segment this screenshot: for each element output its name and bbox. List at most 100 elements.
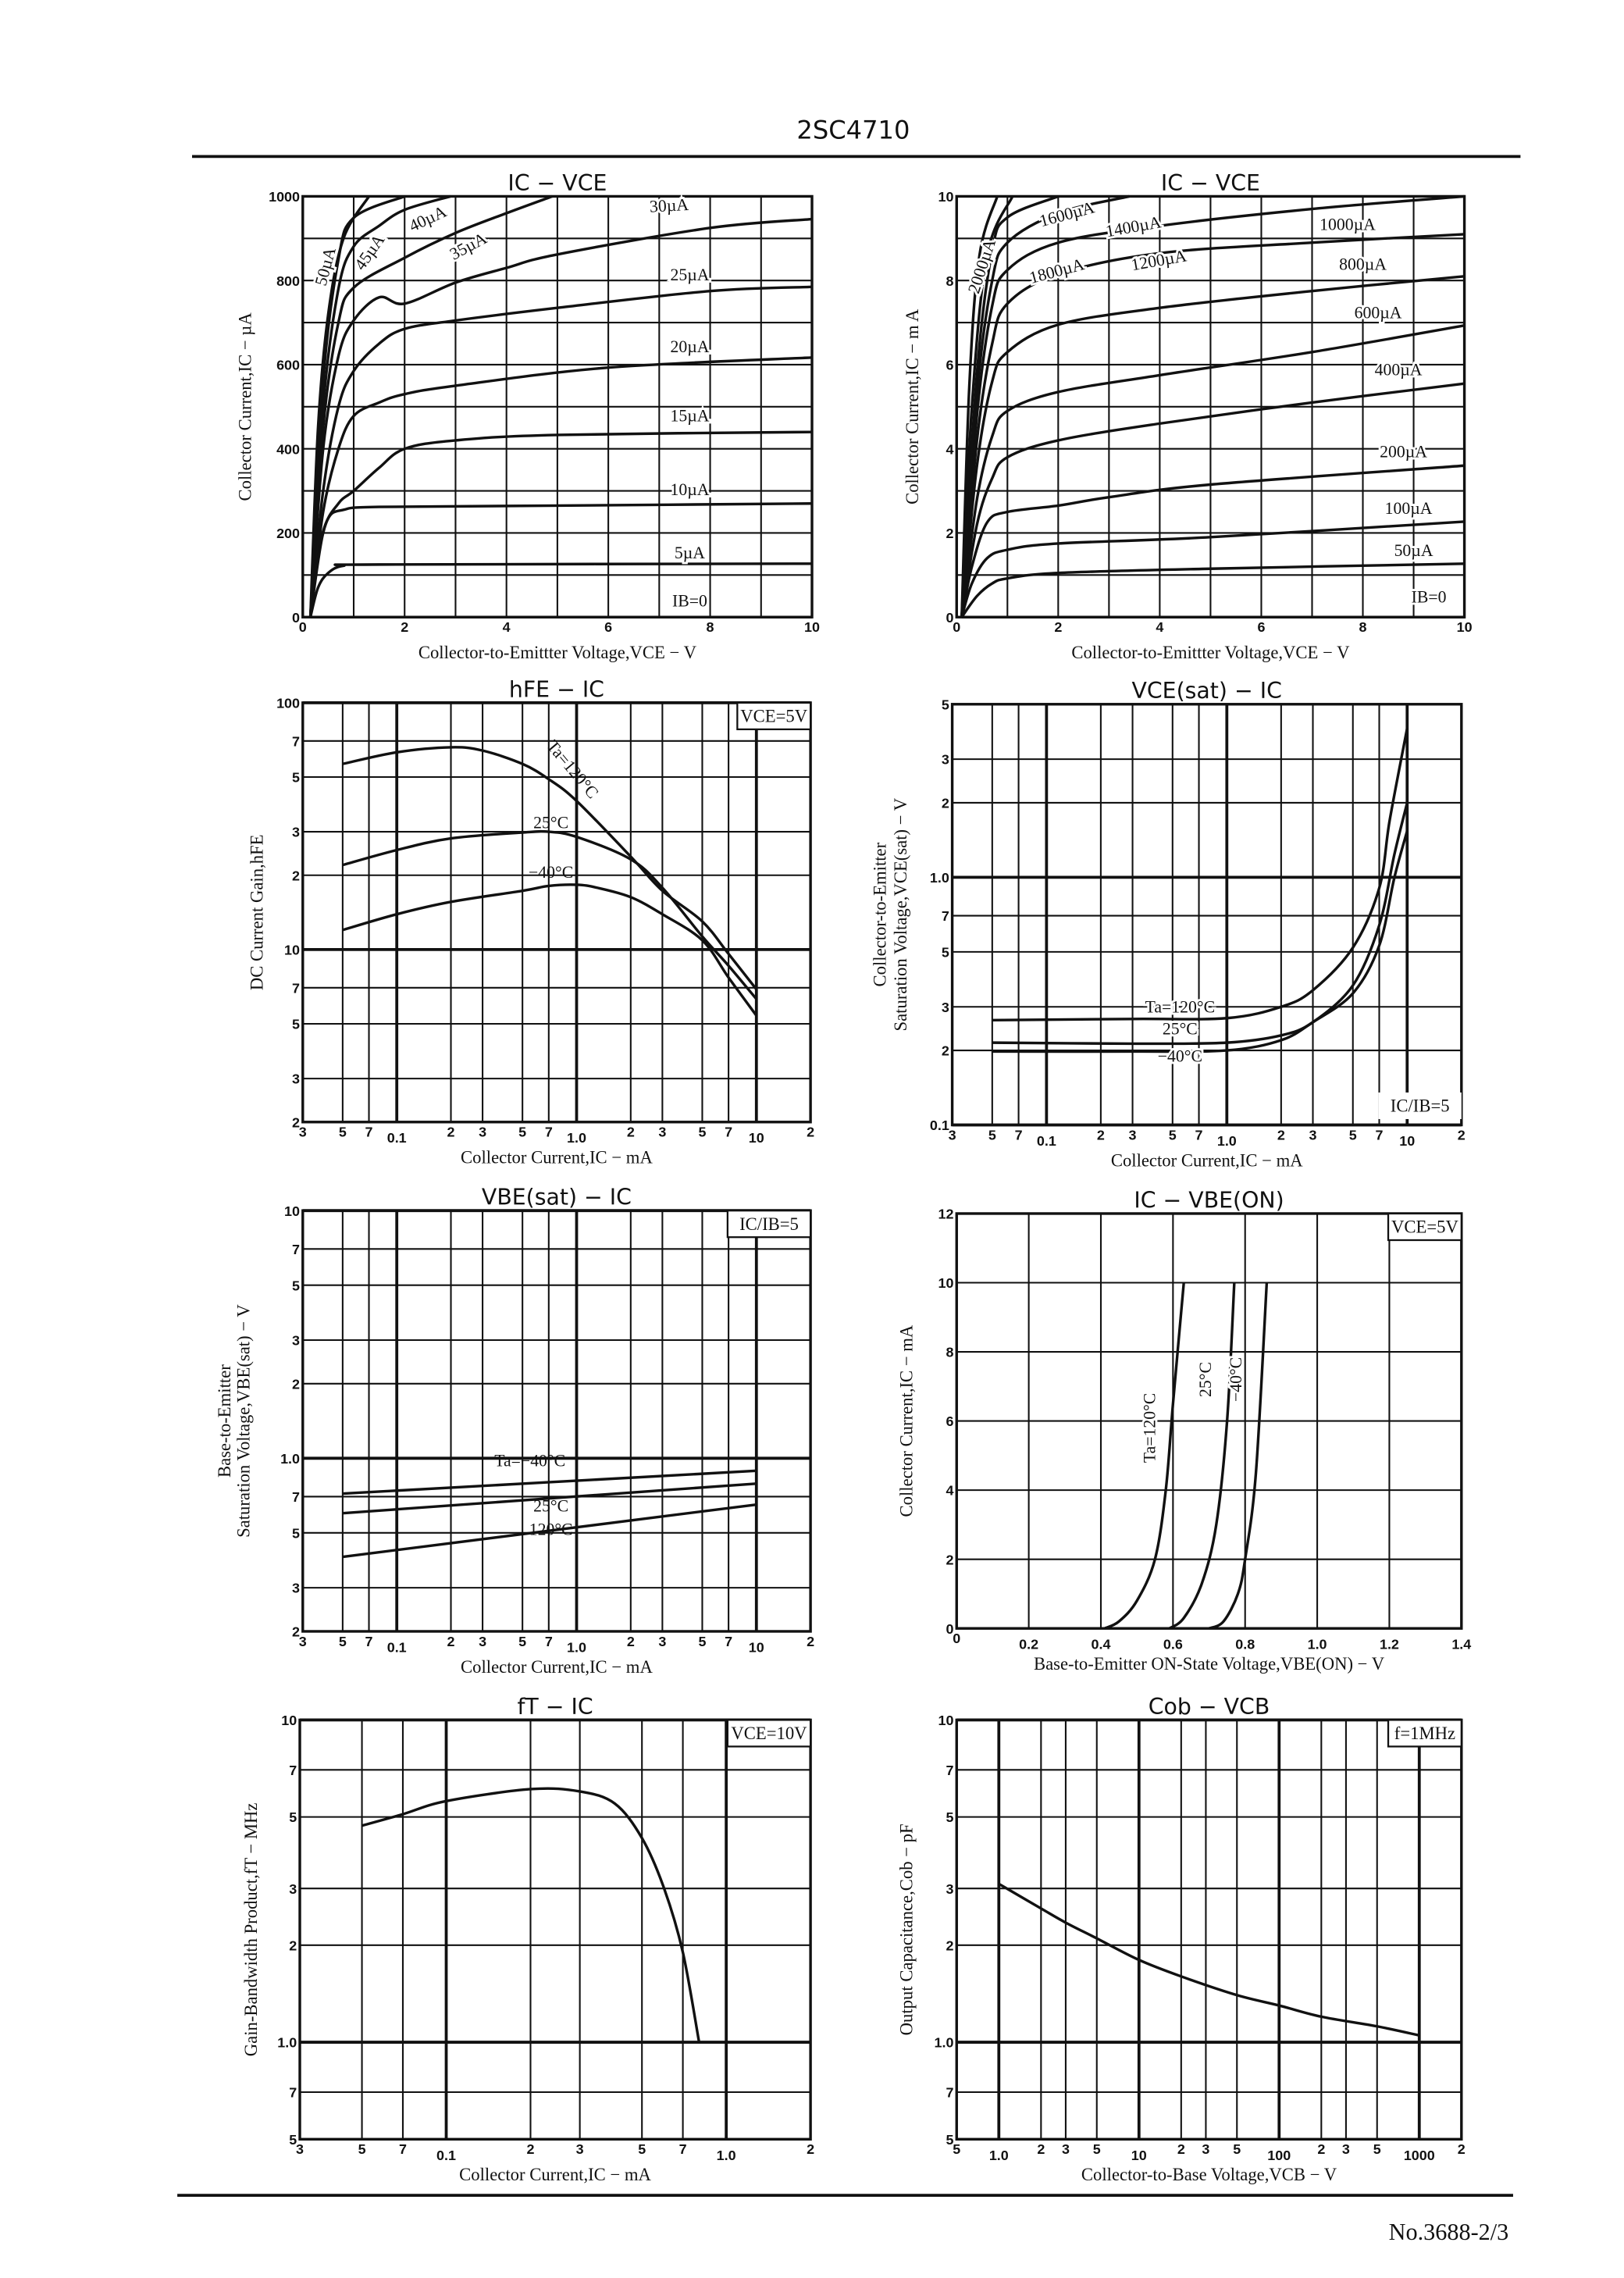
x-tick-label: 5 — [1373, 2141, 1381, 2157]
series-curve — [960, 520, 1465, 618]
x-tick-label: 7 — [399, 2141, 407, 2157]
condition-text: IC/IB=5 — [739, 1214, 799, 1234]
x-axis-label: Collector-to-Base Voltage,VCB − V — [1081, 2165, 1337, 2184]
series-label: −40°C — [529, 863, 573, 882]
x-tick-label: 0 — [953, 1631, 960, 1646]
y-tick-label: 600 — [276, 358, 300, 373]
y-axis-label: Collector Current,IC − mA — [897, 1324, 917, 1517]
x-tick-label: 3 — [576, 2141, 584, 2157]
y-tick-label: 2 — [946, 1552, 954, 1567]
x-tick-label: 10 — [1399, 1133, 1415, 1149]
condition-box — [1378, 1092, 1462, 1119]
y-tick-label: 4 — [946, 441, 954, 457]
y-tick-label: 5 — [946, 2132, 954, 2148]
x-tick-label: 6 — [1257, 619, 1265, 635]
series-curve — [308, 217, 813, 618]
x-tick-label: 0.1 — [1037, 1133, 1056, 1149]
chart-title: VBE(sat) − IC — [482, 1185, 632, 1210]
y-tick-label: 400 — [276, 441, 300, 457]
series-label: 400µA — [1375, 360, 1423, 379]
series-label: 25°C — [1196, 1362, 1215, 1397]
series-curve — [1168, 1282, 1236, 1630]
series-label: 120°C — [529, 1520, 573, 1539]
chart-4: VCE(sat) − IC 3 5 7 0.1 2 3 5 7 1.0 2 3 5 7 10 2 5 3 2 1.0 7… — [871, 678, 1466, 1170]
x-tick-label: 2 — [526, 2141, 534, 2157]
y-tick-label: 0 — [946, 610, 954, 626]
series-curve — [342, 1482, 757, 1515]
x-tick-label: 2 — [627, 1125, 635, 1140]
y-axis-label: Collector-to-Emitter — [871, 842, 890, 986]
x-tick-label: 5 — [339, 1125, 347, 1140]
series-curve — [998, 1882, 1420, 2037]
x-tick-label: 2 — [447, 1125, 455, 1140]
series-label: 100µA — [1385, 499, 1433, 518]
x-tick-label: 0 — [299, 619, 307, 635]
x-tick-label: 7 — [365, 1634, 373, 1649]
x-tick-label: 2 — [1097, 1127, 1105, 1143]
x-tick-label: 0.4 — [1092, 1637, 1111, 1652]
y-tick-label: 3 — [942, 752, 949, 768]
chart-5: VBE(sat) − IC3 5 7 0.1 2 3 5 7 1.0 2 3 5 7 10 21075321… — [215, 1185, 814, 1677]
x-tick-label: 10 — [1131, 2148, 1147, 2163]
x-tick-label: 3 — [1342, 2141, 1350, 2157]
y-tick-label: 200 — [276, 526, 300, 541]
x-tick-label: 1.0 — [567, 1639, 586, 1655]
y-tick-label: 5 — [942, 697, 949, 712]
x-tick-label: 8 — [1359, 619, 1367, 635]
y-tick-label: 2 — [942, 796, 949, 811]
series-label: −40°C — [1158, 1047, 1202, 1066]
x-tick-label: 3 — [479, 1634, 486, 1649]
series-curve — [1208, 1282, 1269, 1630]
series-label: 25°C — [1163, 1020, 1198, 1039]
y-tick-label: 8 — [946, 273, 954, 289]
y-tick-label: 3 — [942, 1000, 949, 1015]
x-tick-label: 7 — [1376, 1127, 1384, 1143]
series-label: Ta=120°C — [1145, 997, 1215, 1016]
chart-title: hFE − IC — [509, 676, 604, 702]
y-tick-label: 10 — [938, 189, 954, 205]
x-tick-label: 2 — [1317, 2141, 1325, 2157]
series-label: Ta=120°C — [543, 736, 602, 802]
condition-box — [726, 1719, 812, 1748]
chart-2: IC − VCE 0 2 4 6 8 10 0 2 4 6 8 10 Collector-to-Emitt… — [903, 170, 1472, 662]
condition-text: VCE=10V — [731, 1724, 807, 1743]
series-label: 15µA — [670, 407, 709, 426]
series-label: IB=0 — [1412, 587, 1447, 606]
y-tick-label: 5 — [289, 2132, 297, 2148]
y-tick-label: 5 — [292, 1017, 300, 1032]
x-tick-label: 3 — [296, 2141, 304, 2157]
y-tick-label: 4 — [946, 1483, 954, 1499]
x-axis-label: Collector-to-Emittter Voltage,VCE − V — [418, 643, 697, 662]
chart-8: Cob − VCB 5 1.0 2 3 5 10 2 3 5 100 2 3 5 1000 2 10 7 5 3 2 1.… — [897, 1694, 1466, 2184]
x-axis-label: Collector Current,IC − mA — [461, 1148, 653, 1168]
y-tick-label: 3 — [946, 1881, 954, 1897]
series-curve — [992, 830, 1409, 1053]
plot-frame — [955, 1718, 1463, 2141]
series-label: IB=0 — [672, 592, 707, 611]
series-label: 50µA — [1394, 541, 1433, 560]
y-tick-label: 6 — [946, 358, 954, 373]
y-axis-label: Saturation Voltage,VBE(sat) − V — [234, 1304, 254, 1538]
y-tick-label: 8 — [946, 1345, 954, 1360]
condition-box — [1387, 1719, 1462, 1748]
y-axis-label: Gain-Bandwidth Product,fT − MHz — [241, 1802, 261, 2056]
y-tick-label: 10 — [281, 1713, 297, 1728]
chart-title: VCE(sat) − IC — [1132, 678, 1282, 704]
x-tick-label: 2 — [1177, 2141, 1185, 2157]
series-label: 10µA — [670, 480, 709, 499]
y-tick-label: 2 — [292, 1624, 300, 1640]
condition-text: VCE=5V — [740, 706, 807, 725]
x-tick-label: 7 — [679, 2141, 687, 2157]
y-tick-label: 5 — [289, 1809, 297, 1825]
x-tick-label: 5 — [698, 1634, 706, 1649]
x-tick-label: 0.1 — [436, 2148, 456, 2163]
chart-6: IC − VBE(ON) 0 0.2 0.4 0.6 0.8 1.0 1.2 1.4 0 2 4 6 8 1… — [897, 1187, 1472, 1674]
x-tick-label: 10 — [749, 1130, 764, 1146]
series-curve — [342, 883, 758, 1017]
x-tick-label: 3 — [299, 1125, 307, 1140]
x-tick-label: 1.0 — [717, 2148, 736, 2163]
series-curve — [308, 285, 813, 618]
y-tick-label: 2 — [946, 1938, 954, 1953]
x-axis-label: Collector-to-Emittter Voltage,VCE − V — [1071, 643, 1350, 662]
x-tick-label: 7 — [365, 1125, 373, 1140]
